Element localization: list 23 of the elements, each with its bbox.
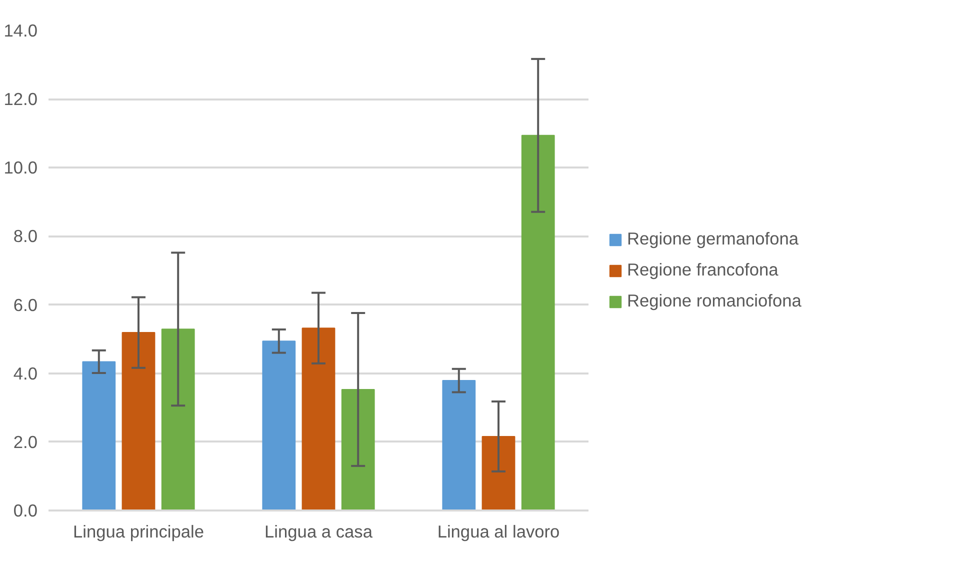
y-tick-label: 2.0 [13, 432, 38, 452]
bar [521, 134, 555, 510]
bar [442, 380, 476, 510]
x-tick-label: Lingua a casa [264, 522, 373, 542]
y-tick-label: 4.0 [13, 363, 38, 384]
y-tick-label: 0.0 [13, 500, 38, 520]
y-tick-label: 6.0 [13, 294, 38, 315]
legend-label: Regione romanciofona [627, 290, 802, 312]
bar [302, 328, 336, 510]
legend-label: Regione germanofona [627, 228, 798, 250]
bar [161, 328, 195, 510]
y-tick-label: 14.0 [4, 20, 38, 40]
bar [262, 340, 296, 510]
bar [82, 361, 116, 510]
x-tick-label: Lingua principale [72, 522, 204, 542]
x-tick-label: Lingua al lavoro [437, 522, 560, 542]
bar [122, 332, 156, 510]
bar [341, 388, 375, 510]
y-tick-label: 10.0 [4, 158, 38, 178]
bar [482, 436, 516, 510]
legend-label: Regione francofona [627, 260, 778, 280]
y-tick-label: 8.0 [13, 226, 38, 246]
y-tick-label: 12.0 [4, 89, 38, 110]
